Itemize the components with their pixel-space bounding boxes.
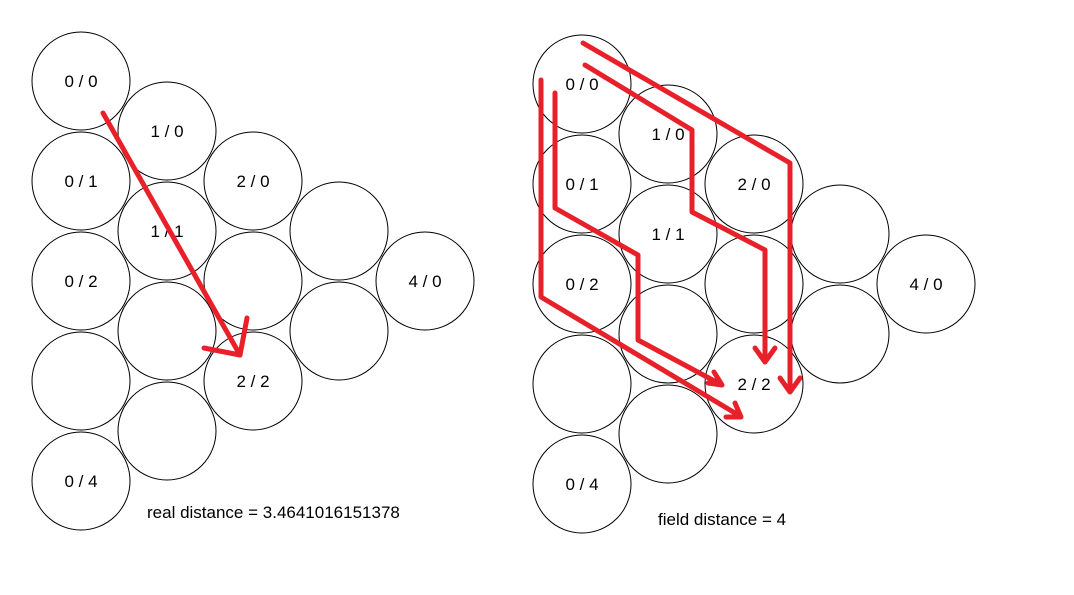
field-path-arrow-b-head: [752, 345, 778, 365]
field-path-arrow-c-head: [705, 369, 725, 388]
right-grid-cell: [704, 234, 804, 334]
left-grid-cell: [203, 231, 303, 331]
right-grid-cell-circle: [704, 134, 804, 234]
left-grid-cell: 1 / 0: [117, 81, 217, 181]
right-grid-cell: [790, 184, 890, 284]
left-grid-cell-label: 0 / 2: [64, 272, 97, 291]
left-grid-cell-circle: [31, 131, 131, 231]
right-grid-cell-label: 0 / 1: [565, 175, 598, 194]
field-path-arrow-b: [582, 62, 768, 361]
left-grid-cell-label: 4 / 0: [408, 272, 441, 291]
field-path-arrow-d: [538, 77, 743, 419]
right-grid-cell-label: 1 / 1: [651, 225, 684, 244]
left-grid-cell: [289, 281, 389, 381]
right-grid-cell-circle: [618, 384, 718, 484]
left-grid-cell-circle: [31, 331, 131, 431]
left-grid-cell-label: 1 / 0: [150, 122, 183, 141]
field-path-arrow-d-head: [723, 400, 744, 420]
field-path-arrow-a-head: [777, 375, 803, 395]
left-grid-cell: 2 / 2: [203, 331, 303, 431]
right-grid-cell-label: 0 / 4: [565, 475, 598, 494]
right-grid-cell-label: 2 / 0: [737, 175, 770, 194]
field-path-arrows: [538, 40, 803, 420]
right-grid-cell-label: 4 / 0: [909, 275, 942, 294]
right-grid-cell: [790, 284, 890, 384]
right-grid-cell-circle: [532, 434, 632, 534]
right-grid-cell: 4 / 0: [876, 234, 976, 334]
left-grid-cell-circle: [31, 231, 131, 331]
left-grid-cell-circle: [289, 181, 389, 281]
right-grid-cell-circle: [704, 234, 804, 334]
left-grid-cell-circle: [117, 381, 217, 481]
left-grid-cell-circle: [31, 431, 131, 531]
right-grid-cell-circle: [790, 284, 890, 384]
left-grid-cell-circle: [203, 331, 303, 431]
right-grid-cell: [618, 384, 718, 484]
real-distance-arrow-shaft: [100, 110, 243, 358]
left-grid-cell-circle: [203, 131, 303, 231]
right-grid-cell-label: 1 / 0: [651, 125, 684, 144]
left-grid-cell: 2 / 0: [203, 131, 303, 231]
left-grid-cell-circle: [117, 81, 217, 181]
right-grid-cell: [532, 334, 632, 434]
left-grid-cell: 0 / 0: [31, 31, 131, 131]
left-grid-cell: 4 / 0: [375, 231, 475, 331]
left-grid-cell-label: 2 / 0: [236, 172, 269, 191]
field-path-arrow-a: [580, 40, 793, 391]
field-distance-caption: field distance = 4: [658, 510, 786, 529]
right-grid-cell: 1 / 0: [618, 84, 718, 184]
right-grid-cell-label: 0 / 2: [565, 275, 598, 294]
right-grid-cell-label: 2 / 2: [737, 375, 770, 394]
right-grid-cell-circle: [532, 334, 632, 434]
left-grid-cell: 0 / 4: [31, 431, 131, 531]
left-grid-cell-label: 2 / 2: [236, 372, 269, 391]
left-grid-cell-circle: [31, 31, 131, 131]
right-diagram: 0 / 0 1 / 0 0 / 1 2 / 0 1 / 1 0 / 2 4 / 0 2 / 2…: [532, 34, 976, 534]
left-grid-cell: 0 / 1: [31, 131, 131, 231]
left-grid-cell-circle: [289, 281, 389, 381]
left-grid-cell-circle: [203, 231, 303, 331]
left-grid-cell: [117, 281, 217, 381]
real-distance-caption: real distance = 3.4641016151378: [147, 503, 400, 522]
real-distance-arrow: [100, 110, 250, 358]
right-grid-cell-circle: [876, 234, 976, 334]
right-grid-cell-circle: [618, 284, 718, 384]
left-grid-cell: [117, 381, 217, 481]
field-path-arrow-c: [552, 90, 723, 387]
right-grid-cell: 2 / 0: [704, 134, 804, 234]
left-grid-cell: [289, 181, 389, 281]
right-grid-cell: 0 / 2: [532, 234, 632, 334]
right-grid-cell-label: 0 / 0: [565, 75, 598, 94]
left-grid-cell-label: 0 / 4: [64, 472, 97, 491]
left-grid-cell: 0 / 2: [31, 231, 131, 331]
left-grid-cell-circle: [375, 231, 475, 331]
real-distance-arrow-head: [201, 315, 250, 358]
right-grid-cell: [618, 284, 718, 384]
left-grid-cell-label: 0 / 1: [64, 172, 97, 191]
right-grid-cell-circle: [790, 184, 890, 284]
left-grid-cell: [31, 331, 131, 431]
right-grid-cell: 0 / 1: [532, 134, 632, 234]
right-grid-cell: 0 / 4: [532, 434, 632, 534]
left-grid-cell-circle: [117, 281, 217, 381]
left-grid-cell-label: 0 / 0: [64, 72, 97, 91]
right-grid-cell: 1 / 1: [618, 184, 718, 284]
